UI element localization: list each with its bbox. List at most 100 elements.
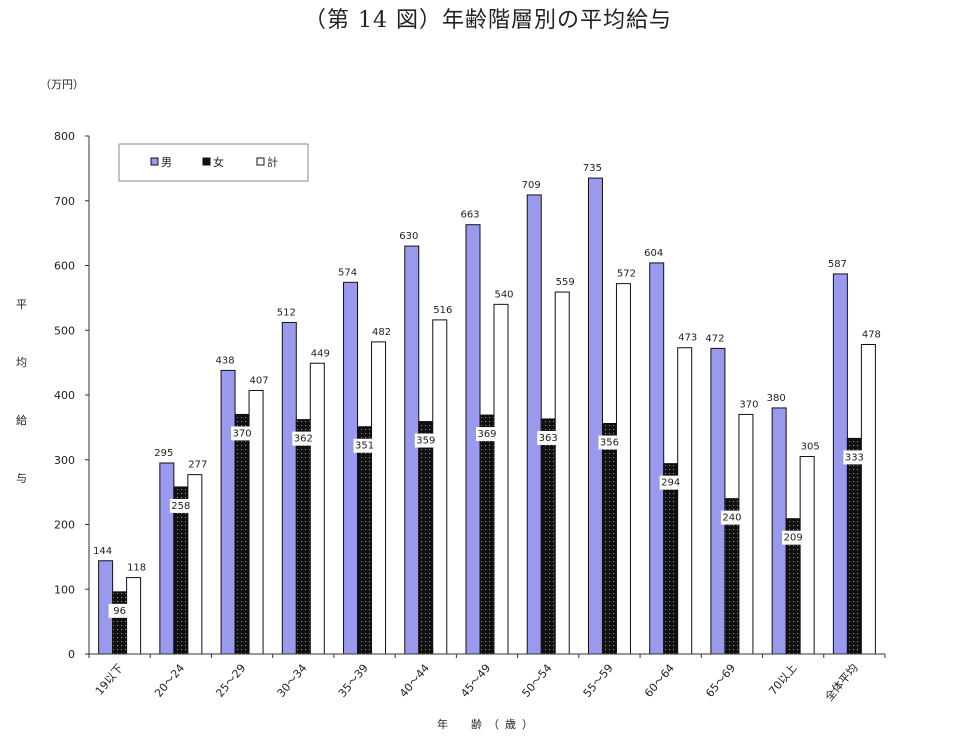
y-axis-label-char: 与: [16, 472, 27, 485]
bar: [281, 321, 297, 655]
bar: [526, 194, 542, 655]
data-label: 144: [93, 546, 112, 557]
data-label-bg: [292, 431, 315, 446]
data-label: 630: [399, 231, 418, 242]
bar: [663, 463, 679, 655]
bar: [404, 245, 420, 655]
data-label-bg: [537, 430, 560, 445]
bar: [540, 418, 556, 655]
y-tick-label: 600: [54, 260, 75, 273]
x-tick-label: 55～59: [581, 662, 616, 700]
x-tick-label: 40～44: [397, 662, 432, 700]
data-label: 305: [801, 442, 820, 453]
data-label: 512: [277, 307, 296, 318]
chart-title: （第 14 図）年齢階層別の平均給与: [304, 8, 672, 33]
y-tick-label: 800: [54, 130, 75, 143]
data-label: 482: [372, 327, 391, 338]
data-label: 294: [661, 478, 680, 489]
legend-label: 女: [213, 155, 224, 169]
x-tick-label: 20～24: [152, 662, 187, 700]
data-label: 258: [171, 501, 190, 512]
bar: [846, 437, 862, 655]
data-label: 516: [433, 305, 452, 316]
x-tick-label: 19以下: [93, 662, 126, 698]
data-label: 363: [539, 433, 558, 444]
bar: [587, 177, 603, 655]
data-label: 380: [767, 393, 786, 404]
x-tick-label: 50～54: [520, 662, 555, 700]
data-label-bg: [353, 438, 376, 453]
data-label-bg: [598, 435, 621, 450]
bar: [112, 591, 128, 655]
data-label: 359: [416, 436, 435, 447]
bar: [677, 347, 693, 655]
y-tick-label: 400: [54, 389, 75, 402]
bar: [860, 343, 876, 655]
data-label-bg: [108, 603, 131, 618]
bar: [554, 291, 570, 655]
data-label-bg: [169, 498, 192, 513]
data-label: 572: [617, 269, 636, 280]
bar: [295, 419, 311, 655]
data-label: 540: [494, 289, 513, 300]
y-axis-label-char: 給: [16, 414, 27, 427]
data-label: 240: [722, 513, 741, 524]
bar: [738, 413, 754, 655]
data-label-bg: [659, 475, 682, 490]
data-label: 96: [113, 606, 126, 617]
bar: [159, 462, 175, 655]
data-label: 574: [338, 267, 357, 278]
bar: [493, 303, 509, 655]
data-label: 604: [644, 248, 663, 259]
legend-label: 計: [267, 155, 278, 169]
legend-swatch: [202, 157, 211, 166]
bar: [234, 413, 250, 655]
data-label-bg: [231, 426, 254, 441]
data-label: 277: [188, 460, 207, 471]
bar: [371, 341, 387, 655]
data-label: 559: [556, 277, 575, 288]
data-label: 370: [739, 399, 758, 410]
legend-label: 男: [161, 156, 172, 169]
data-label-bg: [476, 427, 498, 442]
data-label: 473: [678, 333, 697, 344]
y-axis-label-char: 平: [16, 298, 27, 311]
data-label: 370: [233, 428, 252, 439]
data-label: 438: [216, 355, 235, 366]
y-tick-label: 300: [54, 454, 75, 467]
data-label: 333: [845, 452, 864, 463]
y-tick-label: 500: [54, 324, 75, 337]
data-label: 709: [522, 180, 541, 191]
data-label: 362: [294, 434, 313, 445]
bar: [799, 456, 815, 655]
data-label: 209: [784, 533, 803, 544]
y-axis-label-char: 均: [16, 356, 27, 369]
bar: [418, 421, 434, 655]
x-tick-label: 30～34: [275, 662, 310, 700]
data-label: 351: [355, 441, 374, 452]
bar: [615, 283, 631, 655]
x-tick-label: 45～49: [458, 662, 493, 700]
data-label: 369: [477, 429, 496, 440]
x-tick-label: 65～69: [703, 662, 738, 700]
x-tick-label: 60～64: [642, 662, 677, 700]
data-label-bg: [414, 433, 437, 448]
legend-swatch: [150, 157, 159, 166]
data-label: 587: [828, 259, 847, 270]
data-label-bg: [720, 510, 743, 525]
y-tick-label: 200: [54, 519, 75, 532]
x-tick-label: 70以上: [766, 662, 799, 698]
data-label: 356: [600, 437, 619, 448]
data-label: 663: [460, 210, 479, 221]
x-axis-title: 年 齢（歳）: [437, 718, 539, 731]
data-label: 472: [705, 333, 724, 344]
bar: [601, 422, 617, 655]
x-tick-label: 25～29: [213, 662, 248, 700]
x-tick-label: 全体平均: [822, 661, 861, 704]
bar: [479, 414, 495, 655]
data-label: 735: [583, 163, 602, 174]
bar: [710, 347, 726, 655]
bar: [649, 262, 665, 655]
data-label: 295: [154, 448, 173, 459]
